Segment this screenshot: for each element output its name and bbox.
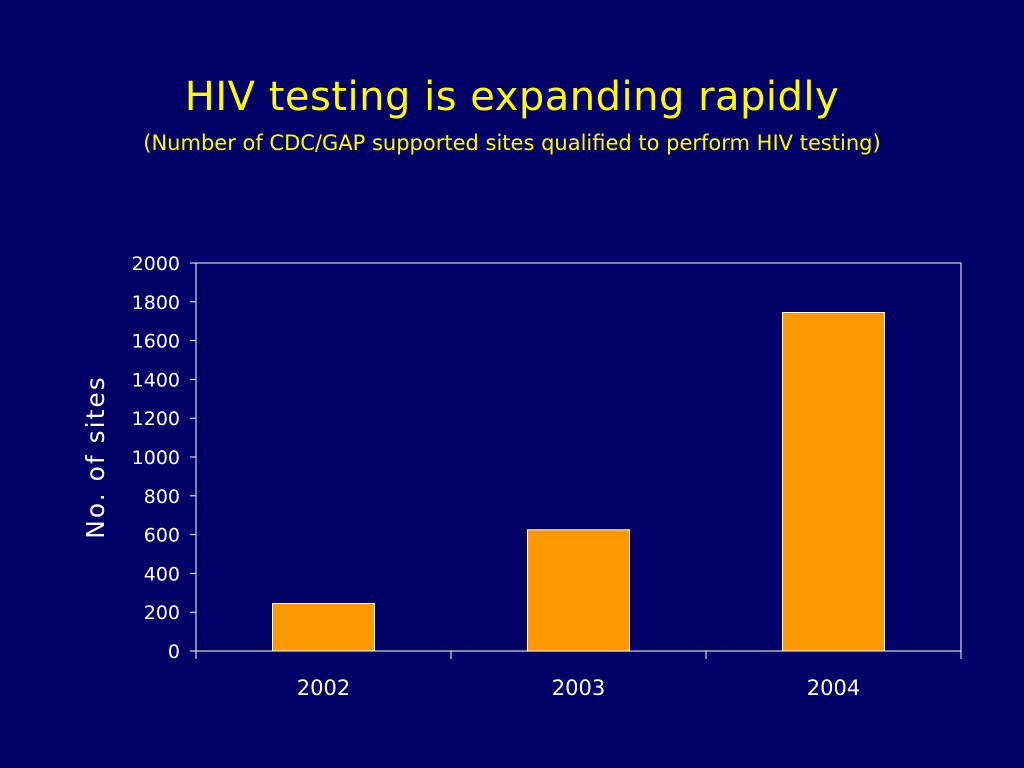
y-tick-label: 1000 — [132, 447, 180, 469]
y-tick-label: 1200 — [132, 408, 180, 430]
y-tick-label: 200 — [144, 602, 180, 624]
y-tick-label: 600 — [144, 525, 180, 547]
y-tick-label: 800 — [144, 486, 180, 508]
x-tick-label: 2003 — [552, 676, 605, 700]
y-tick-label: 2000 — [132, 253, 180, 275]
bar-2004 — [782, 312, 885, 652]
y-axis-title: No. of sites — [81, 375, 110, 539]
y-tick-label: 0 — [168, 641, 180, 663]
bar-2003 — [527, 529, 630, 652]
y-tick-label: 1400 — [132, 369, 180, 391]
x-tick-label: 2002 — [297, 676, 350, 700]
y-tick-label: 1800 — [132, 292, 180, 314]
y-tick-label: 400 — [144, 563, 180, 585]
slide-subtitle: (Number of CDC/GAP supported sites quali… — [143, 131, 881, 155]
y-tick-label: 1600 — [132, 331, 180, 353]
slide-title: HIV testing is expanding rapidly — [184, 74, 840, 120]
x-tick-label: 2004 — [807, 676, 860, 700]
bar-2002 — [272, 603, 375, 652]
